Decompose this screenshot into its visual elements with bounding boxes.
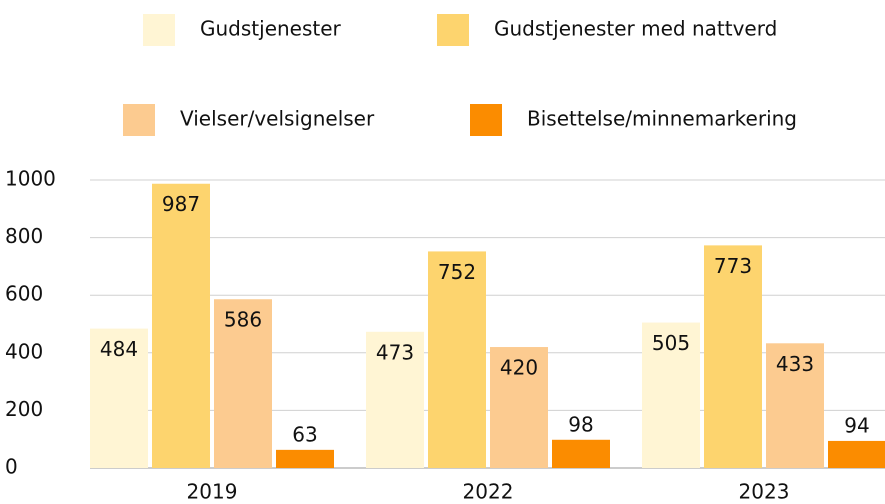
y-tick-label: 1000 xyxy=(5,167,56,191)
bar xyxy=(428,251,486,468)
data-label: 420 xyxy=(500,356,538,380)
data-label: 987 xyxy=(162,192,200,216)
bar xyxy=(552,439,610,468)
data-label: 752 xyxy=(438,260,476,284)
x-tick-label: 2022 xyxy=(463,480,514,504)
data-label: 63 xyxy=(292,422,317,446)
bar xyxy=(90,328,148,468)
data-label: 473 xyxy=(376,340,414,364)
y-tick-label: 800 xyxy=(5,224,43,248)
x-tick-label: 2023 xyxy=(739,480,790,504)
bar xyxy=(276,449,334,468)
bar xyxy=(490,347,548,468)
data-label: 505 xyxy=(652,331,690,355)
bar xyxy=(704,245,762,468)
data-label: 586 xyxy=(224,308,262,332)
bar xyxy=(366,331,424,468)
bar xyxy=(642,322,700,468)
x-tick-label: 2019 xyxy=(187,480,238,504)
y-tick-label: 200 xyxy=(5,397,43,421)
legend-swatch xyxy=(123,104,155,136)
y-tick-label: 400 xyxy=(5,339,43,363)
legend-label: Bisettelse/minnemarkering xyxy=(527,107,797,131)
bar xyxy=(214,299,272,468)
data-label: 773 xyxy=(714,254,752,278)
bar xyxy=(828,440,885,468)
legend-swatch xyxy=(437,14,469,46)
bar xyxy=(766,343,824,468)
y-tick-label: 0 xyxy=(5,455,18,479)
legend-label: Gudstjenester med nattverd xyxy=(494,17,777,41)
bar xyxy=(152,183,210,468)
data-label: 94 xyxy=(844,413,869,437)
data-label: 433 xyxy=(776,352,814,376)
legend-swatch xyxy=(143,14,175,46)
data-label: 484 xyxy=(100,337,138,361)
legend-label: Vielser/velsignelser xyxy=(180,107,375,131)
legend-swatch xyxy=(470,104,502,136)
y-tick-label: 600 xyxy=(5,282,43,306)
data-label: 98 xyxy=(568,412,593,436)
legend-label: Gudstjenester xyxy=(200,17,342,41)
